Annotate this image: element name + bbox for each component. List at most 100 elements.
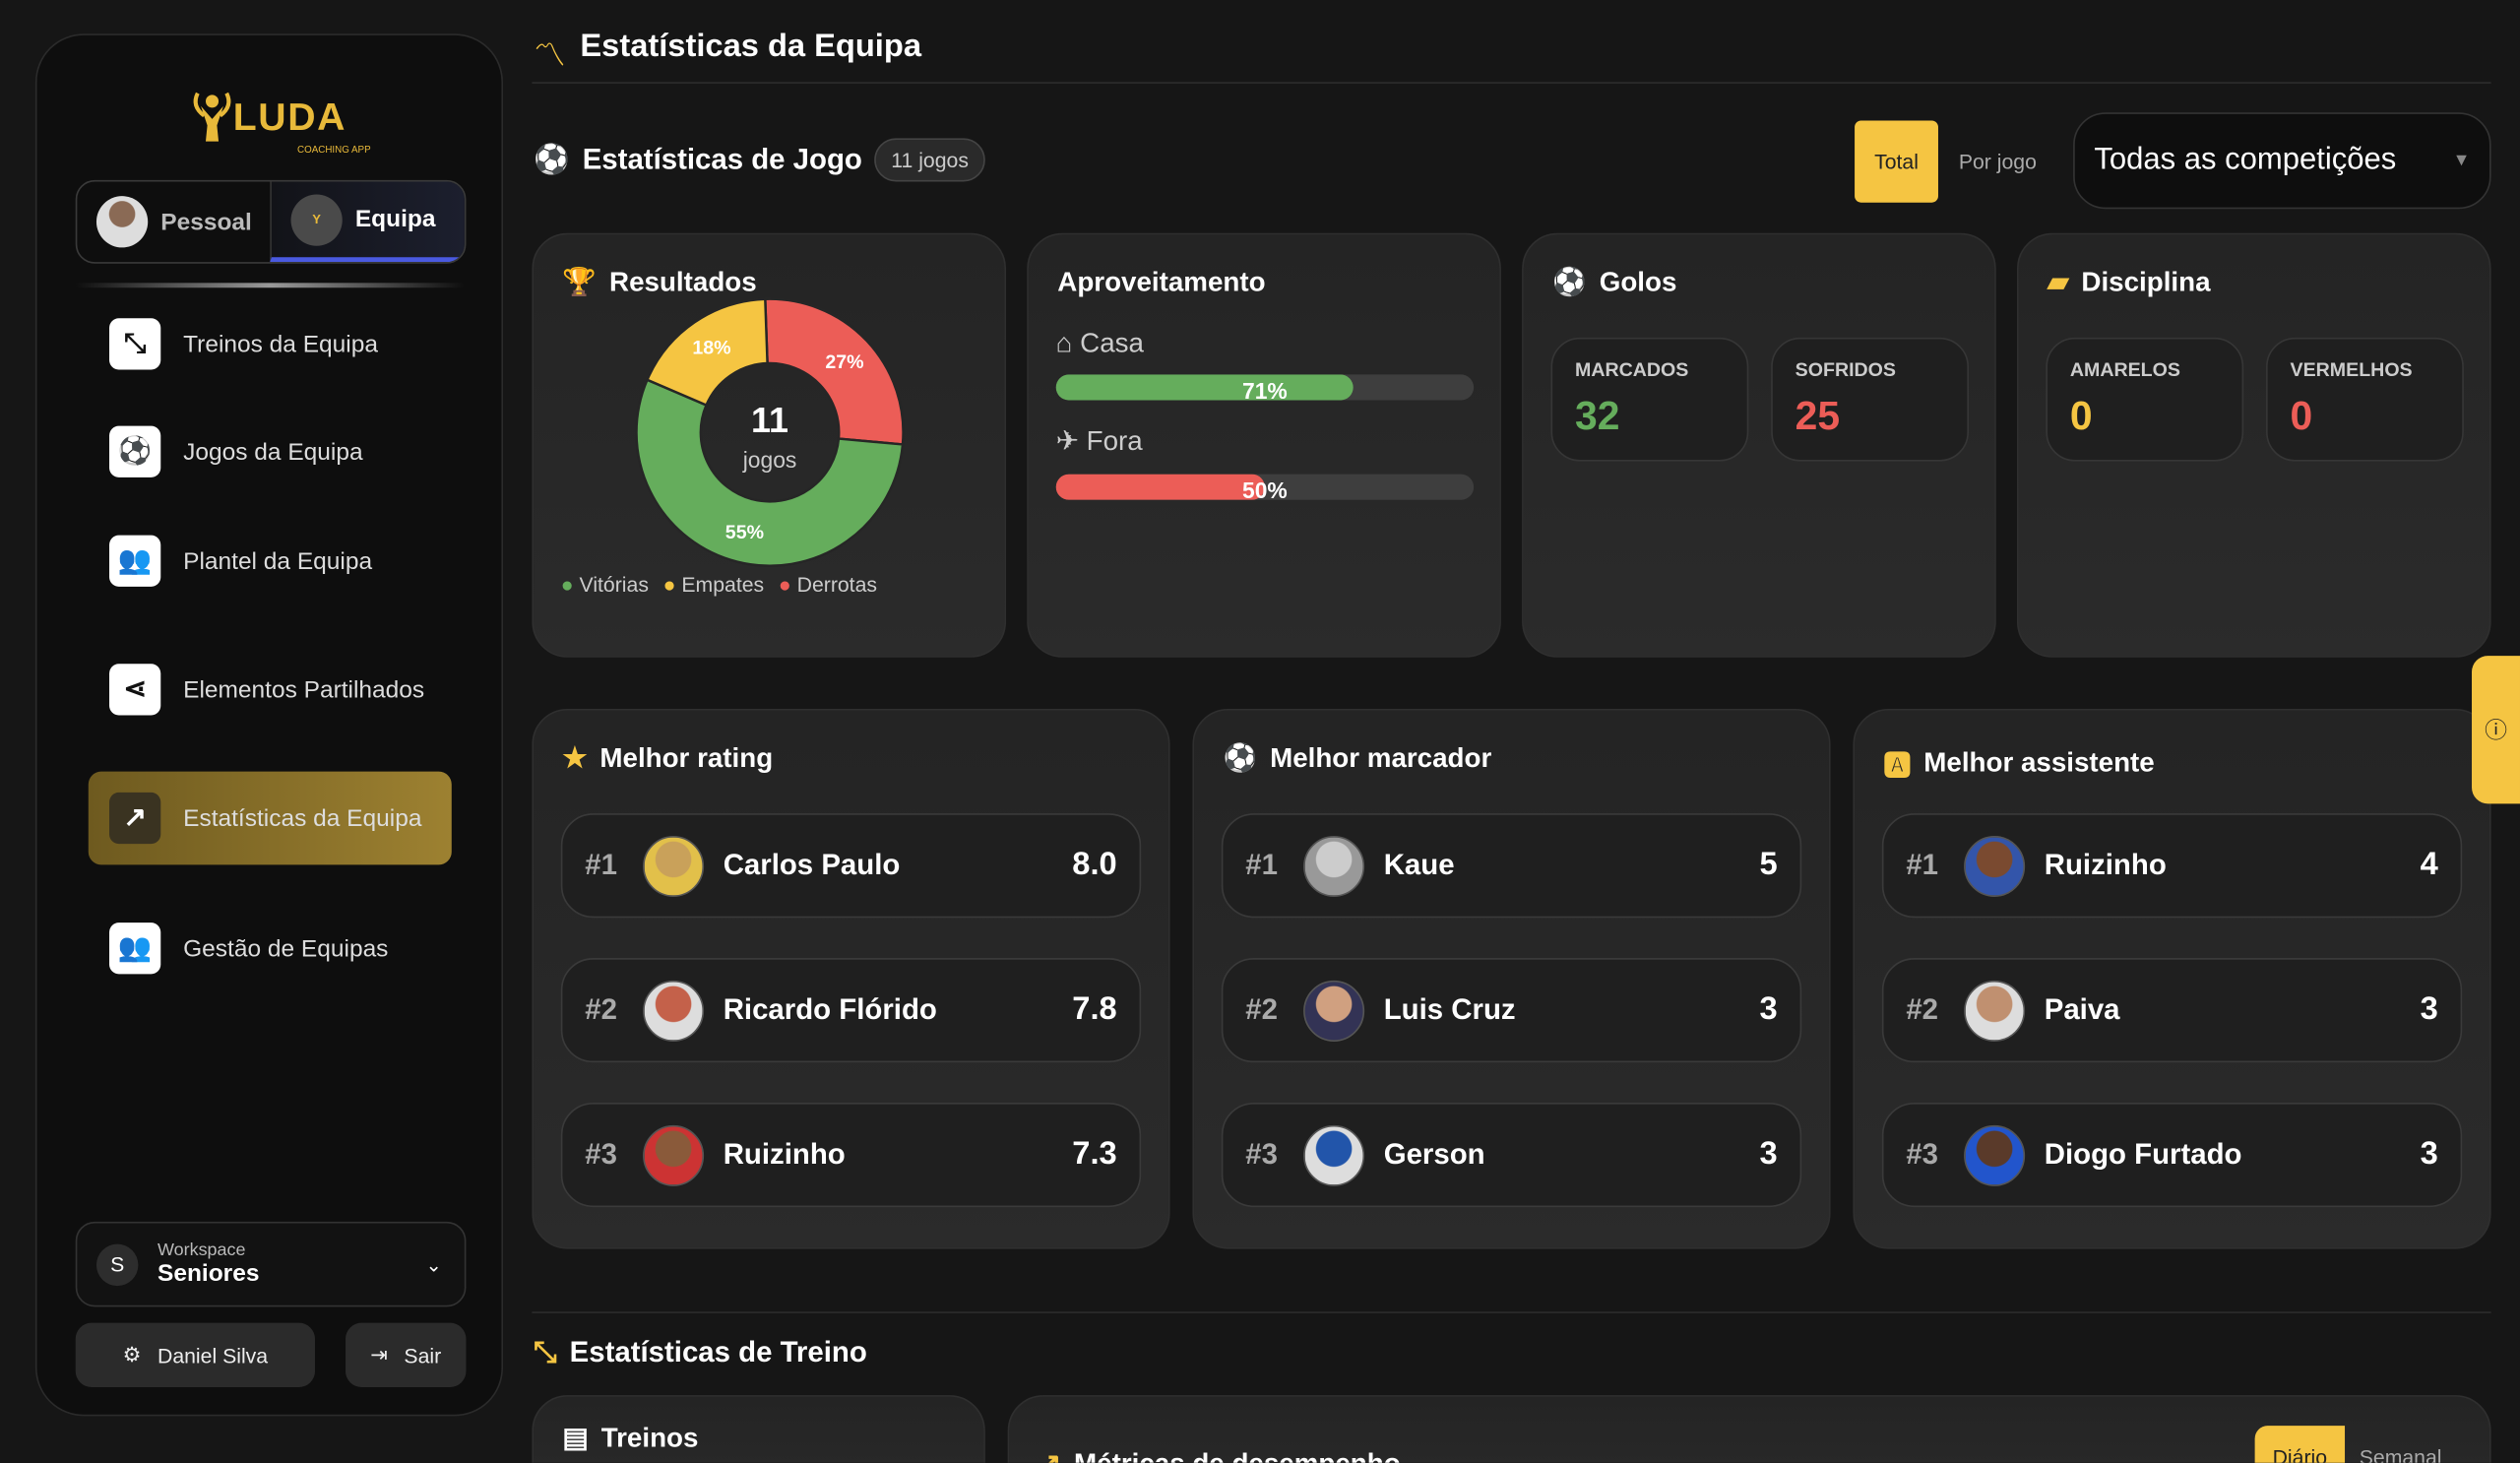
tab-total[interactable]: Total bbox=[1855, 120, 1938, 203]
player-value: 8.0 bbox=[1072, 847, 1117, 883]
drill-icon: ⤡ bbox=[109, 318, 161, 370]
stat-value: 0 bbox=[2069, 393, 2093, 439]
logout-label: Sair bbox=[404, 1343, 442, 1368]
toggle-pessoal[interactable]: Pessoal bbox=[77, 181, 270, 262]
leader-row[interactable]: #1 Kaue 5 bbox=[1221, 813, 1802, 919]
player-avatar bbox=[1303, 1124, 1365, 1186]
workspace-label: Workspace bbox=[157, 1240, 246, 1260]
player-value: 7.3 bbox=[1072, 1136, 1117, 1173]
leader-row[interactable]: #3 Gerson 3 bbox=[1221, 1102, 1802, 1208]
competition-select[interactable]: Todas as competições ▼ bbox=[2073, 112, 2491, 210]
discipline-card: ▰ Disciplina AMARELOS 0 VERMELHOS 0 bbox=[2016, 232, 2491, 658]
logout-button[interactable]: ⇥ Sair bbox=[346, 1322, 467, 1387]
tab-por-jogo[interactable]: Por jogo bbox=[1958, 149, 2037, 174]
leader-row[interactable]: #2 Paiva 3 bbox=[1881, 958, 2463, 1063]
leader-row[interactable]: #2 Luis Cruz 3 bbox=[1221, 958, 1802, 1063]
leader-row[interactable]: #3 Ruizinho 7.3 bbox=[560, 1102, 1142, 1208]
leader-row[interactable]: #1 Ruizinho 4 bbox=[1881, 813, 2463, 919]
rank: #1 bbox=[1245, 849, 1279, 881]
drill-icon: ⤡ bbox=[534, 1335, 557, 1368]
results-card: 🏆 Resultados 27% 55% 18% 11 jogos ● Vitória… bbox=[532, 232, 1007, 658]
help-tab[interactable]: ⓘ bbox=[2472, 656, 2520, 804]
card-title: Melhor assistente bbox=[1923, 746, 2155, 778]
sidebar-item-gestao[interactable]: 👥 Gestão de Equipas bbox=[89, 902, 452, 995]
sidebar-item-label: Elementos Partilhados bbox=[183, 675, 425, 704]
group-icon: 👥 bbox=[109, 922, 161, 975]
trend-icon: 〽 bbox=[534, 38, 566, 75]
games-count-badge: 11 jogos bbox=[874, 138, 985, 182]
player-value: 3 bbox=[1759, 991, 1778, 1028]
sidebar-item-plantel[interactable]: 👥 Plantel da Equipa bbox=[89, 514, 452, 607]
away-text: Fora bbox=[1086, 425, 1143, 457]
card-title: Melhor marcador bbox=[1270, 742, 1492, 774]
player-avatar bbox=[1964, 1124, 2026, 1186]
games-label: jogos bbox=[742, 446, 797, 473]
sidebar-item-estatisticas[interactable]: ↗ Estatísticas da Equipa bbox=[88, 771, 452, 865]
star-icon: ★ bbox=[562, 742, 588, 774]
tab-semanal[interactable]: Semanal bbox=[2359, 1444, 2442, 1463]
player-value: 5 bbox=[1759, 847, 1778, 883]
home-progress-fill bbox=[1055, 374, 1354, 401]
results-donut: 27% 55% 18% bbox=[635, 297, 905, 567]
stat-label: SOFRIDOS bbox=[1795, 358, 1896, 381]
divider bbox=[532, 82, 2491, 84]
leader-row[interactable]: #1 Carlos Paulo 8.0 bbox=[560, 813, 1142, 919]
stat-label: MARCADOS bbox=[1574, 358, 1689, 381]
player-name: Ruizinho bbox=[2044, 849, 2167, 881]
player-avatar bbox=[643, 1124, 705, 1186]
section-title: Estatísticas de Jogo bbox=[582, 143, 862, 175]
player-value: 4 bbox=[2420, 847, 2438, 883]
team-avatar: Y bbox=[290, 193, 343, 245]
leader-row[interactable]: #2 Ricardo Flórido 7.8 bbox=[560, 958, 1142, 1063]
leader-card: 🅰 Melhor assistente #1 Ruizinho 4 #2 Paiva 3 #3 D… bbox=[1853, 708, 2491, 1249]
player-name: Kaue bbox=[1383, 849, 1455, 881]
donut-slice-derrotas bbox=[764, 297, 905, 446]
legend-label: Derrotas bbox=[796, 572, 878, 597]
workspace-select[interactable]: S Workspace Seniores ⌄ bbox=[75, 1221, 467, 1307]
logo-text: LUDA bbox=[232, 95, 347, 141]
stat-label: AMARELOS bbox=[2069, 358, 2180, 381]
sidebar-item-partilhados[interactable]: ⋖ Elementos Partilhados bbox=[89, 643, 452, 736]
slice-label: 18% bbox=[692, 337, 730, 358]
legend-item: ● Vitórias bbox=[560, 572, 649, 597]
player-name: Ruizinho bbox=[723, 1137, 846, 1171]
toggle-equipa[interactable]: Y Equipa bbox=[270, 181, 465, 263]
away-progress: 50% bbox=[1055, 474, 1475, 500]
workspace-value: Seniores bbox=[157, 1259, 260, 1288]
trend-icon: ↗ bbox=[1039, 1448, 1061, 1463]
goals-scored: MARCADOS 32 bbox=[1550, 337, 1749, 462]
leader-card: ⚽ Melhor marcador #1 Kaue 5 #2 Luis Cruz 3 #3 Ger… bbox=[1192, 708, 1831, 1249]
player-name: Carlos Paulo bbox=[723, 849, 901, 881]
sidebar-item-jogos[interactable]: ⚽ Jogos da Equipa bbox=[89, 405, 452, 498]
player-name: Luis Cruz bbox=[1383, 992, 1516, 1026]
player-avatar bbox=[1303, 835, 1365, 897]
avatar bbox=[95, 196, 149, 248]
logout-icon: ⇥ bbox=[370, 1342, 389, 1367]
legend-label: Vitórias bbox=[579, 572, 649, 597]
away-progress-fill bbox=[1055, 474, 1265, 500]
player-value: 3 bbox=[2420, 1136, 2438, 1173]
luda-logo: LUDA COACHING APP bbox=[185, 87, 371, 167]
home-label: ⌂ Casa bbox=[1056, 328, 1144, 360]
group-icon: 👥 bbox=[109, 535, 161, 587]
player-value: 3 bbox=[2420, 991, 2438, 1028]
tab-diario[interactable]: Diário bbox=[2254, 1426, 2346, 1463]
sidebar-item-label: Plantel da Equipa bbox=[183, 546, 373, 575]
games-total: 11 bbox=[751, 400, 789, 441]
soccer-ball-icon: ⚽ bbox=[109, 425, 161, 477]
soccer-ball-icon: ⚽ bbox=[1223, 742, 1258, 774]
game-stats-header: ⚽ Estatísticas de Jogo 11 jogos bbox=[534, 138, 985, 182]
trophy-icon: 🏆 bbox=[562, 267, 597, 298]
away-label: ✈ Fora bbox=[1056, 426, 1143, 459]
player-avatar bbox=[643, 835, 705, 897]
slice-label: 27% bbox=[825, 351, 863, 373]
sidebar-item-treinos[interactable]: ⤡ Treinos da Equipa bbox=[89, 297, 452, 391]
page-title: Estatísticas da Equipa bbox=[580, 29, 921, 65]
leader-row[interactable]: #3 Diogo Furtado 3 bbox=[1881, 1102, 2463, 1208]
goals-card: ⚽ Golos MARCADOS 32 SOFRIDOS 25 bbox=[1522, 232, 1996, 658]
performance-card: Aproveitamento ⌂ Casa 71% ✈ Fora 50% bbox=[1027, 232, 1501, 658]
gear-icon: ⚙ bbox=[122, 1342, 142, 1367]
workspace-initial: S bbox=[95, 1242, 139, 1286]
home-text: Casa bbox=[1080, 328, 1144, 359]
user-settings-button[interactable]: ⚙ Daniel Silva bbox=[75, 1322, 315, 1387]
